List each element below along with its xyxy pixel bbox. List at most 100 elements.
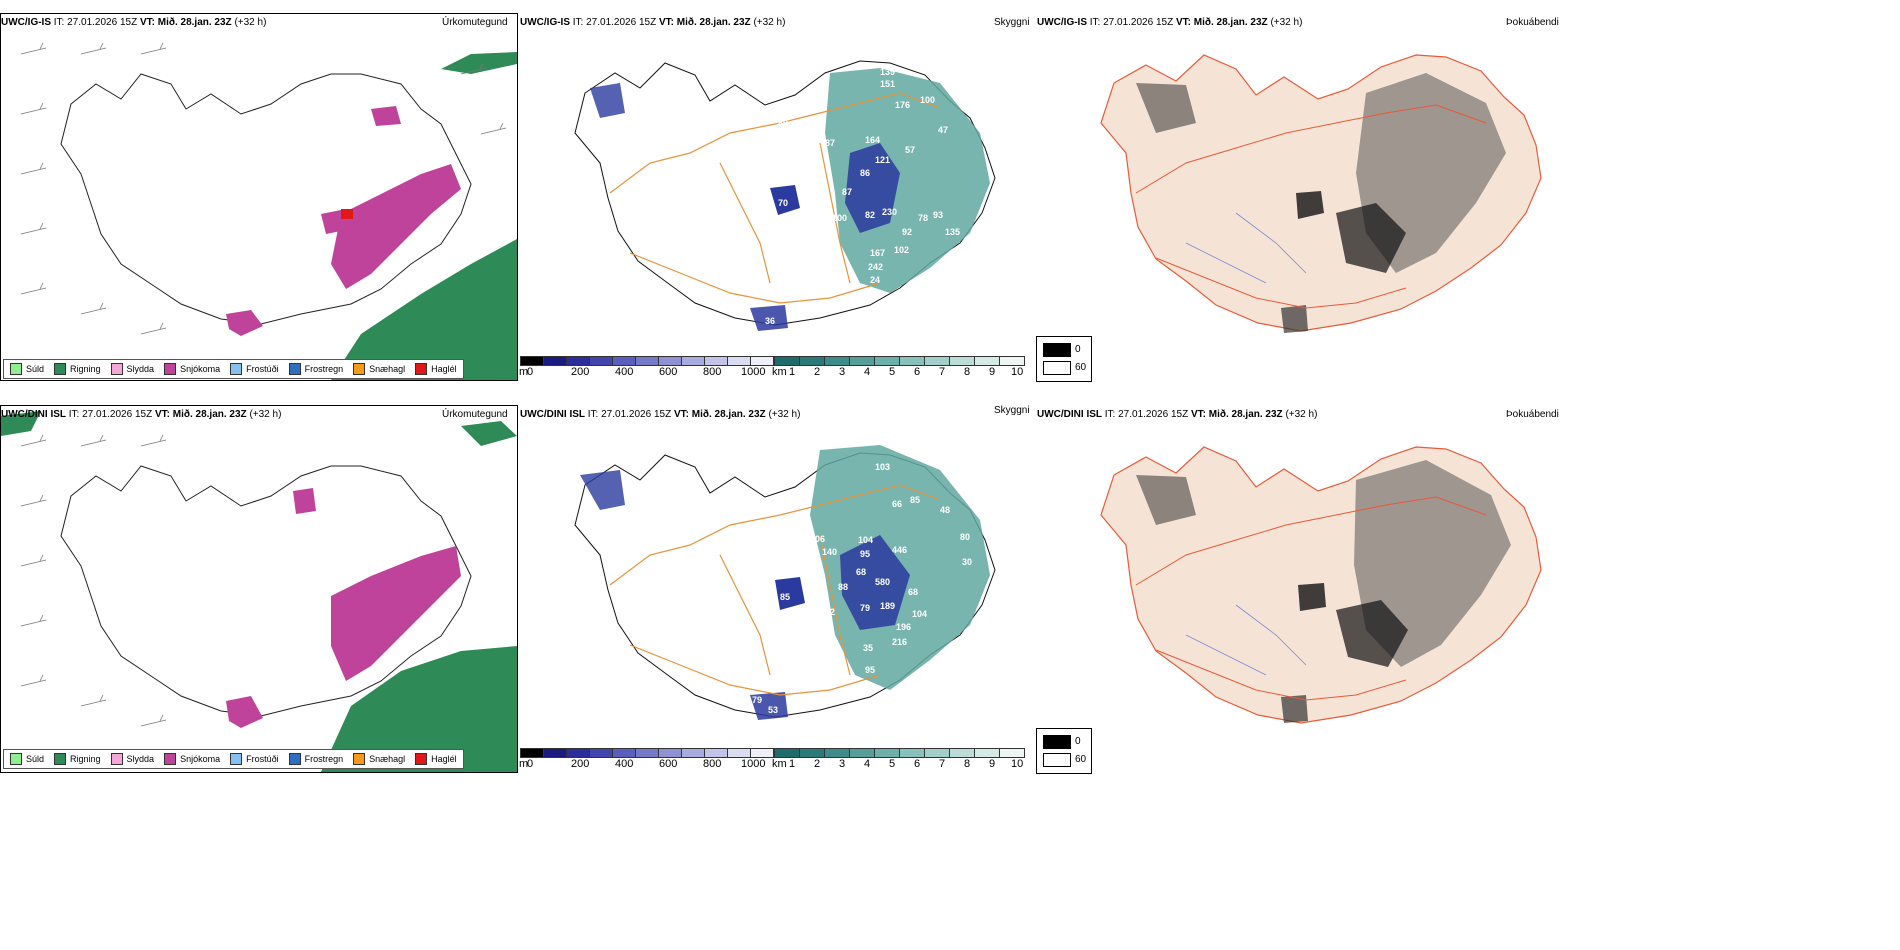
vis-value: 121: [875, 155, 890, 165]
vis-value: 164: [865, 135, 880, 145]
legend-item: Súld: [10, 363, 44, 375]
model-name: UWC/DINI ISL: [1, 409, 66, 420]
vis-value: 82: [865, 210, 875, 220]
vis-value: 47: [938, 125, 948, 135]
cb-bin: [875, 748, 900, 758]
legend-label: Snæhagl: [369, 754, 406, 764]
tick: 1: [789, 366, 796, 378]
rain-area-north: [461, 421, 517, 446]
cb-bin: [613, 356, 636, 366]
header-visibility-2: UWC/DINI ISL IT: 27.01.2026 15Z VT: Mið.…: [520, 409, 800, 420]
vis-value: 104: [912, 609, 927, 619]
tick: 5: [889, 758, 896, 770]
it-value: 27.01.2026 15Z: [67, 17, 138, 28]
visibility-area: [825, 68, 990, 293]
header-precip-1: UWC/IG-IS IT: 27.01.2026 15Z VT: Mið. 28…: [1, 17, 266, 28]
swatch: [164, 363, 177, 375]
legend-label: Súld: [26, 364, 45, 374]
legend-label: Slydda: [126, 364, 155, 374]
it-value: 27.01.2026 15Z: [1103, 17, 1174, 28]
visibility-map-2-svg: 103 66 85 60 106 104 48 140 95 446 80 88…: [574, 445, 996, 720]
lead-time: (+32 h): [1285, 409, 1318, 420]
cb-bin: [659, 356, 682, 366]
legend-item: Rigning: [54, 363, 101, 375]
snow-area-south: [226, 310, 263, 336]
fog-area: [1281, 695, 1308, 723]
vt-label: VT:: [154, 409, 170, 420]
vis-value: 86: [860, 168, 870, 178]
tick: 1: [789, 758, 796, 770]
vis-value: 100: [832, 213, 847, 223]
legend-item: Rigning: [54, 753, 101, 765]
rain-area-sea: [321, 646, 517, 772]
tick: 3: [839, 366, 846, 378]
vis-value: 79: [860, 603, 870, 613]
tick: 600: [659, 366, 678, 378]
roads: [1135, 104, 1487, 309]
legend-label: Frostúði: [246, 754, 279, 764]
vis-value: 92: [902, 227, 912, 237]
vis-value: 242: [868, 262, 883, 272]
swatch: [415, 363, 428, 375]
swatch: [54, 363, 67, 375]
cb-bin: [567, 748, 590, 758]
cb-bin: [800, 748, 825, 758]
rain-area-north: [441, 52, 517, 74]
vis-value: 60: [788, 502, 798, 512]
model-name: UWC/DINI ISL: [1037, 409, 1102, 420]
legend-label: Frostregn: [304, 364, 344, 374]
swatch: [164, 753, 177, 765]
rain-area-sea: [331, 239, 517, 380]
header-fog-1: UWC/IG-IS IT: 27.01.2026 15Z VT: Mið. 28…: [1037, 17, 1302, 28]
vis-value: 53: [768, 705, 778, 715]
low-ceiling-area: [580, 470, 625, 510]
tick: 2: [814, 758, 821, 770]
fog-area: [1281, 305, 1308, 333]
cb-bin: [825, 748, 850, 758]
fog-area-dense: [1296, 191, 1324, 219]
fog-map-2: [1036, 405, 1556, 745]
vis-value: 57: [905, 145, 915, 155]
header-precip-2: UWC/DINI ISL IT: 27.01.2026 15Z VT: Mið.…: [1, 409, 281, 420]
lead-time: (+32 h): [753, 17, 786, 28]
tick: 8: [964, 758, 971, 770]
snow-area-east: [331, 164, 461, 289]
vis-value: 87: [842, 187, 852, 197]
legend-item: Frostregn: [288, 363, 344, 375]
fog-legend-low: 60: [1075, 362, 1087, 373]
vis-value: 80: [960, 532, 970, 542]
vis-value: 68: [856, 567, 866, 577]
vis-value: 91: [808, 135, 818, 145]
precip-map-2-svg: [1, 411, 517, 772]
cb-bin: [590, 748, 613, 758]
tick: 9: [989, 758, 996, 770]
vis-value: 446: [892, 545, 907, 555]
legend-label: Slydda: [126, 754, 155, 764]
tick: 0: [527, 366, 534, 378]
iceland-outline-3: [60, 465, 472, 717]
snow-area-north: [293, 488, 316, 514]
vis-value: 104: [858, 535, 873, 545]
vis-value: 196: [896, 622, 911, 632]
visibility-unit-1: km: [772, 366, 787, 378]
visibility-colorbar-2: [774, 748, 1025, 758]
it-label: IT:: [1089, 17, 1101, 28]
legend-label: Haglél: [431, 754, 457, 764]
rivers: [1185, 604, 1307, 676]
tick: 0: [527, 758, 534, 770]
vis-value: 35: [863, 643, 873, 653]
cb-bin: [1000, 748, 1025, 758]
legend-item: Snæhagl: [353, 363, 405, 375]
tick: 7: [939, 366, 946, 378]
legend-label: Frostúði: [246, 364, 279, 374]
vis-value: 100: [920, 95, 935, 105]
fog-map-1: [1036, 13, 1556, 353]
precip-legend-1: Súld Rigning Slydda Snjókoma Frostúði Fr…: [3, 359, 464, 379]
vis-value: 80: [778, 118, 788, 128]
vis-value: 230: [882, 207, 897, 217]
cb-bin: [975, 748, 1000, 758]
tick: 400: [615, 758, 634, 770]
swatch: [10, 363, 22, 375]
tick: 3: [839, 758, 846, 770]
cb-bin: [774, 356, 800, 366]
